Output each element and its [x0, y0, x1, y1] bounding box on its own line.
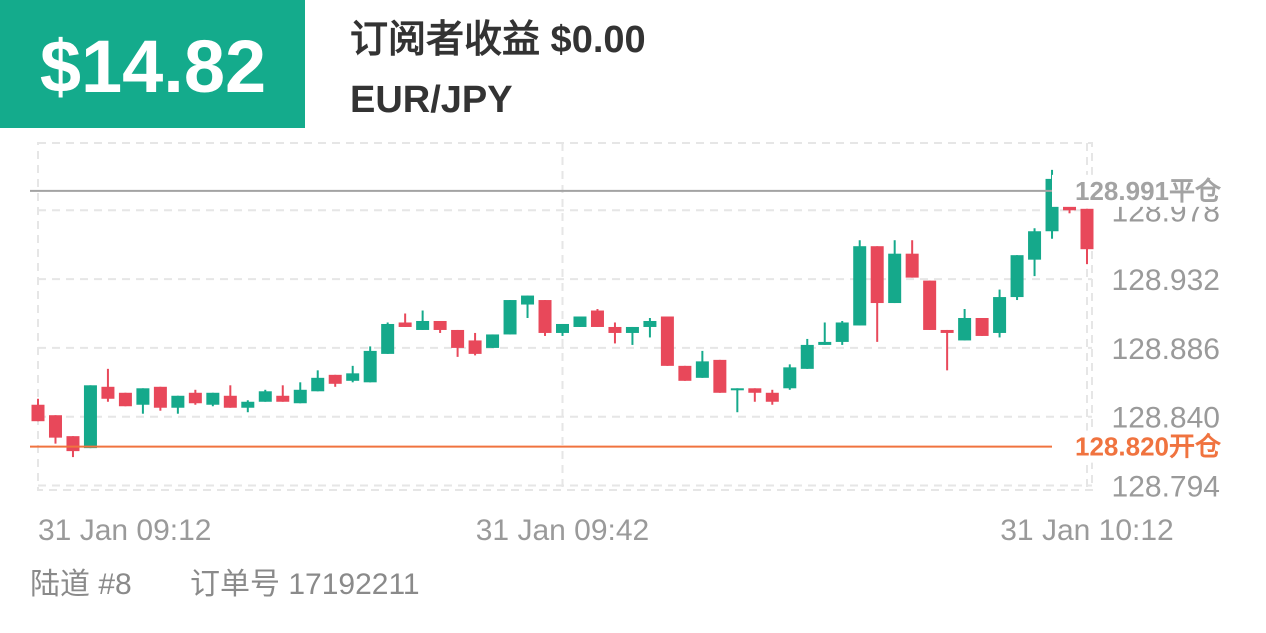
candle-body [765, 392, 779, 402]
candle-body [993, 297, 1007, 333]
y-tick-label: 128.840 [1112, 402, 1220, 435]
reference-label-bg [1052, 174, 1222, 207]
candle-body [1080, 208, 1094, 250]
candle-body [748, 388, 762, 393]
candle-body [293, 389, 307, 404]
candle-body [311, 377, 325, 392]
order-number: 订单号 17192211 [190, 568, 420, 601]
y-tick-label: 128.932 [1112, 264, 1220, 297]
reference-label-bg [1052, 430, 1222, 463]
candle-body [730, 388, 744, 391]
candle-body [206, 392, 220, 405]
candle-body [188, 392, 202, 404]
candle-body [835, 322, 849, 342]
profit-box [0, 0, 305, 128]
candle-body [573, 316, 587, 327]
candle-body [625, 326, 639, 333]
candle-body [241, 401, 255, 408]
reference-label: 128.820开仓 [1075, 432, 1222, 462]
candle-body [136, 388, 150, 405]
x-tick-label: 31 Jan 09:12 [38, 514, 211, 547]
candle-body [468, 340, 482, 354]
candle-body [940, 329, 954, 333]
candle-body [31, 404, 45, 422]
candle-body [346, 373, 360, 381]
candle-body [678, 365, 692, 381]
candle-body [171, 395, 185, 408]
candle-body [1028, 231, 1042, 260]
candle-body [486, 334, 500, 348]
candle-body [433, 320, 447, 330]
candle-body [923, 280, 937, 330]
candle-body [363, 350, 377, 383]
candle-body [975, 317, 989, 336]
profit: $14.82 [40, 25, 266, 108]
candle-body [521, 295, 535, 305]
symbol: EUR/JPY [350, 79, 513, 121]
y-tick-label: 128.794 [1112, 471, 1220, 504]
candle-body [870, 246, 884, 304]
candle-body [818, 341, 832, 345]
candle-body [695, 361, 709, 378]
candle-body [276, 395, 290, 402]
candle-body [660, 316, 674, 366]
candle-body [958, 317, 972, 341]
candle-body [1010, 255, 1024, 298]
candle-body [451, 329, 465, 348]
x-tick-label: 31 Jan 10:12 [1000, 514, 1173, 547]
candle-body [800, 344, 814, 369]
candle-body [556, 323, 569, 333]
candle-body [66, 436, 80, 452]
candle-body [503, 300, 517, 335]
candle-body [905, 253, 919, 278]
candle-body [590, 310, 604, 327]
candle-body [223, 395, 237, 408]
candle-body [853, 246, 867, 326]
candle-body [416, 320, 430, 330]
title: 订阅者收益 $0.00 [350, 19, 646, 61]
candle-body [1063, 205, 1077, 211]
candle-body [153, 386, 167, 408]
candle-body [83, 385, 97, 449]
candle-body [398, 322, 412, 327]
candle-body [643, 320, 657, 327]
candle-body [888, 253, 902, 304]
x-tick-label: 31 Jan 09:42 [476, 514, 649, 547]
candle-body [258, 391, 272, 402]
candle-body [538, 300, 552, 333]
candle-body [608, 326, 622, 333]
channel: 陆道 #8 [30, 568, 132, 601]
candle-body [328, 374, 342, 384]
y-tick-label: 128.886 [1112, 333, 1220, 366]
candle-body [101, 386, 115, 399]
candle-body [783, 367, 797, 389]
candle-body [713, 359, 727, 393]
candle-body [118, 392, 132, 407]
candle-body [48, 415, 62, 438]
reference-label: 128.991平仓 [1075, 176, 1222, 206]
candle-body [381, 323, 395, 354]
